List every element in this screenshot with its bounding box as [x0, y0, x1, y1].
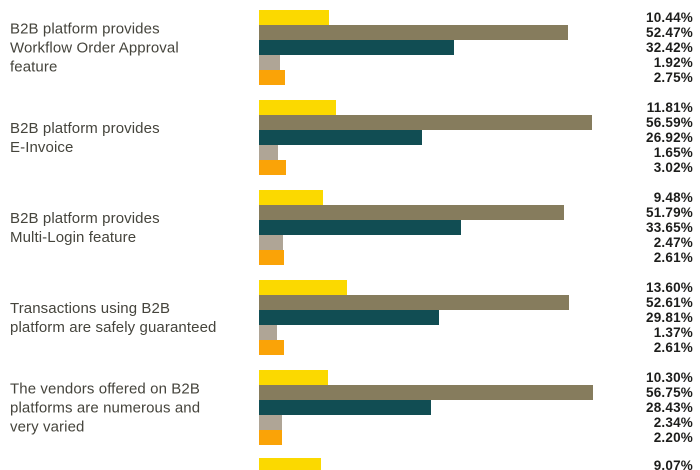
- category-label-line: B2B platform provides: [10, 20, 160, 37]
- value-label: 2.61%: [653, 250, 693, 265]
- bar-tan: [259, 415, 283, 430]
- bar-teal: [259, 130, 423, 145]
- category-label-line: Transactions using B2B: [10, 299, 171, 317]
- category-label: B2B platform provides Workflow Order Appr…: [10, 19, 255, 76]
- value-label: 51.79%: [646, 205, 693, 220]
- value-label: 2.20%: [653, 430, 693, 445]
- bar-yellow: [259, 280, 347, 295]
- value-label: 9.07%: [653, 458, 693, 470]
- chart-group: Transactions using B2B platform are safel…: [0, 280, 700, 355]
- value-label: 11.81%: [646, 100, 693, 115]
- category-label-line: very varied: [10, 418, 85, 435]
- category-label: The vendors offered on B2B platforms are …: [10, 379, 255, 436]
- value-label: 10.30%: [646, 370, 693, 385]
- bar-yellow: [259, 370, 328, 385]
- value-label: 56.75%: [646, 385, 693, 400]
- category-label-line: feature: [10, 58, 58, 75]
- bar-yellow: [259, 10, 329, 25]
- value-label: 13.60%: [646, 280, 693, 295]
- bar-teal: [259, 310, 439, 325]
- bar-olive: [259, 115, 592, 130]
- category-label-line: B2B platform provides: [10, 119, 160, 137]
- bar-olive: [259, 295, 569, 310]
- value-label: 32.42%: [646, 40, 693, 55]
- chart-group: B2B platform provides E-Invoice 11.81% 56.5…: [0, 100, 700, 175]
- value-label: 52.61%: [646, 295, 693, 310]
- value-label: 1.92%: [653, 55, 693, 70]
- value-label: 10.44%: [646, 10, 693, 25]
- bar-orange: [259, 160, 287, 175]
- value-label: 33.65%: [646, 220, 693, 235]
- value-label: 52.47%: [646, 25, 693, 40]
- category-label-line: B2B platform provides: [10, 209, 160, 227]
- bar-teal: [259, 40, 454, 55]
- bar-tan: [259, 235, 284, 250]
- bar-yellow: [259, 190, 323, 205]
- category-label-line: platform are safely guaranteed: [10, 318, 217, 336]
- category-label-line: E-Invoice: [10, 138, 74, 156]
- value-label: 3.02%: [653, 160, 693, 175]
- value-label: 2.61%: [653, 340, 693, 355]
- bar-olive: [259, 205, 565, 220]
- value-label: 26.92%: [646, 130, 693, 145]
- value-label: 2.75%: [653, 70, 693, 85]
- category-label: Transactions using B2B platform are safel…: [10, 299, 255, 337]
- value-label: 2.34%: [653, 415, 693, 430]
- chart-group: B2B platform provides Multi-Login feature…: [0, 190, 700, 265]
- category-label-line: platforms are numerous and: [10, 399, 201, 416]
- bar-yellow: [259, 100, 337, 115]
- bar-teal: [259, 220, 461, 235]
- chart-group: 9.07%: [0, 458, 700, 470]
- bar-tan: [259, 325, 277, 340]
- category-label: B2B platform provides E-Invoice: [10, 119, 255, 157]
- value-label: 56.59%: [646, 115, 693, 130]
- category-label-line: The vendors offered on B2B: [10, 380, 200, 397]
- value-label: 1.37%: [653, 325, 693, 340]
- bar-orange: [259, 430, 282, 445]
- bar-teal: [259, 400, 432, 415]
- value-label: 29.81%: [646, 310, 693, 325]
- category-label-line: Workflow Order Approval: [10, 39, 179, 56]
- value-label: 28.43%: [646, 400, 693, 415]
- bar-tan: [259, 55, 280, 70]
- category-label-line: Multi-Login feature: [10, 228, 137, 246]
- chart-group: B2B platform provides Workflow Order Appr…: [0, 10, 700, 85]
- value-label: 1.65%: [653, 145, 693, 160]
- value-label: 2.47%: [653, 235, 693, 250]
- bar-orange: [259, 250, 284, 265]
- bar-olive: [259, 385, 593, 400]
- bar-tan: [259, 145, 279, 160]
- bar-orange: [259, 340, 284, 355]
- bar-orange: [259, 70, 285, 85]
- value-label: 9.48%: [653, 190, 693, 205]
- bar-yellow: [259, 458, 321, 470]
- bar-olive: [259, 25, 569, 40]
- chart-group: The vendors offered on B2B platforms are …: [0, 370, 700, 445]
- category-label: B2B platform provides Multi-Login feature: [10, 209, 255, 247]
